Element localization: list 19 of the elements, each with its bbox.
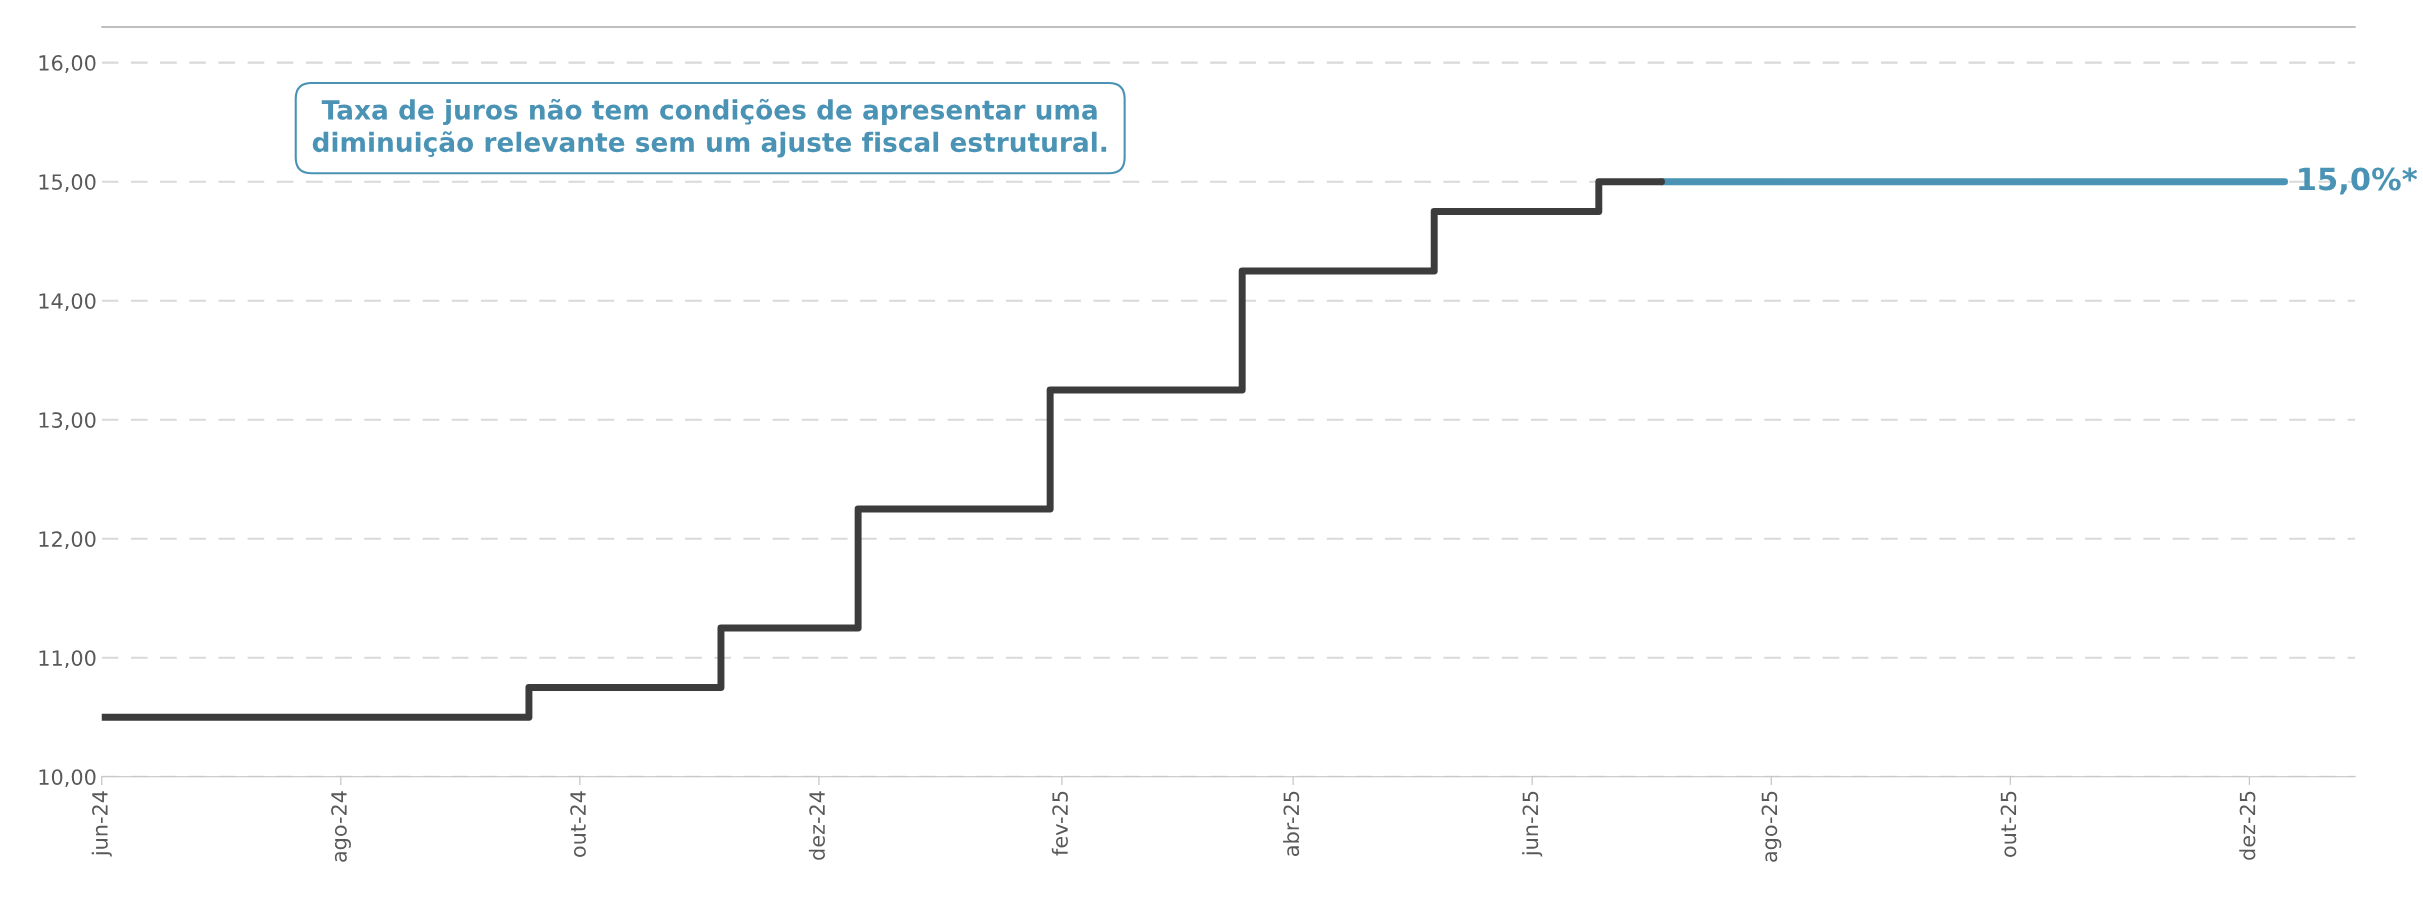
x-tick-label: ago-24	[331, 791, 351, 862]
annotation: 15,0%*	[2299, 167, 2418, 195]
y-tick-label: 16,00	[39, 55, 96, 73]
x-tick-label: fev-25	[1051, 791, 1068, 856]
x-tick-label: jun-25	[1522, 791, 1543, 857]
y-tick-label: 11,00	[39, 650, 96, 669]
x-tick-label: jun-24	[91, 791, 112, 857]
annotation: Taxa de juros não tem condições de apresentar uma diminuição relevante sem um ajuste fiscal estrutural.	[312, 98, 1107, 158]
x-tick-label: out-25	[2000, 791, 2017, 857]
x-tick-label: ago-25	[1761, 791, 1782, 862]
y-tick-label: 14,00	[39, 293, 96, 312]
y-tick-label: 15,00	[39, 174, 96, 192]
y-tick-label: 13,00	[39, 412, 96, 431]
y-tick-label: 12,00	[39, 531, 96, 550]
x-tick-label: abr-25	[1283, 791, 1300, 856]
x-tick-label: dez-24	[808, 791, 825, 860]
y-tick-label: 10,00	[39, 769, 96, 788]
x-tick-label: out-24	[570, 791, 586, 857]
x-tick-label: dez-25	[2239, 791, 2256, 860]
